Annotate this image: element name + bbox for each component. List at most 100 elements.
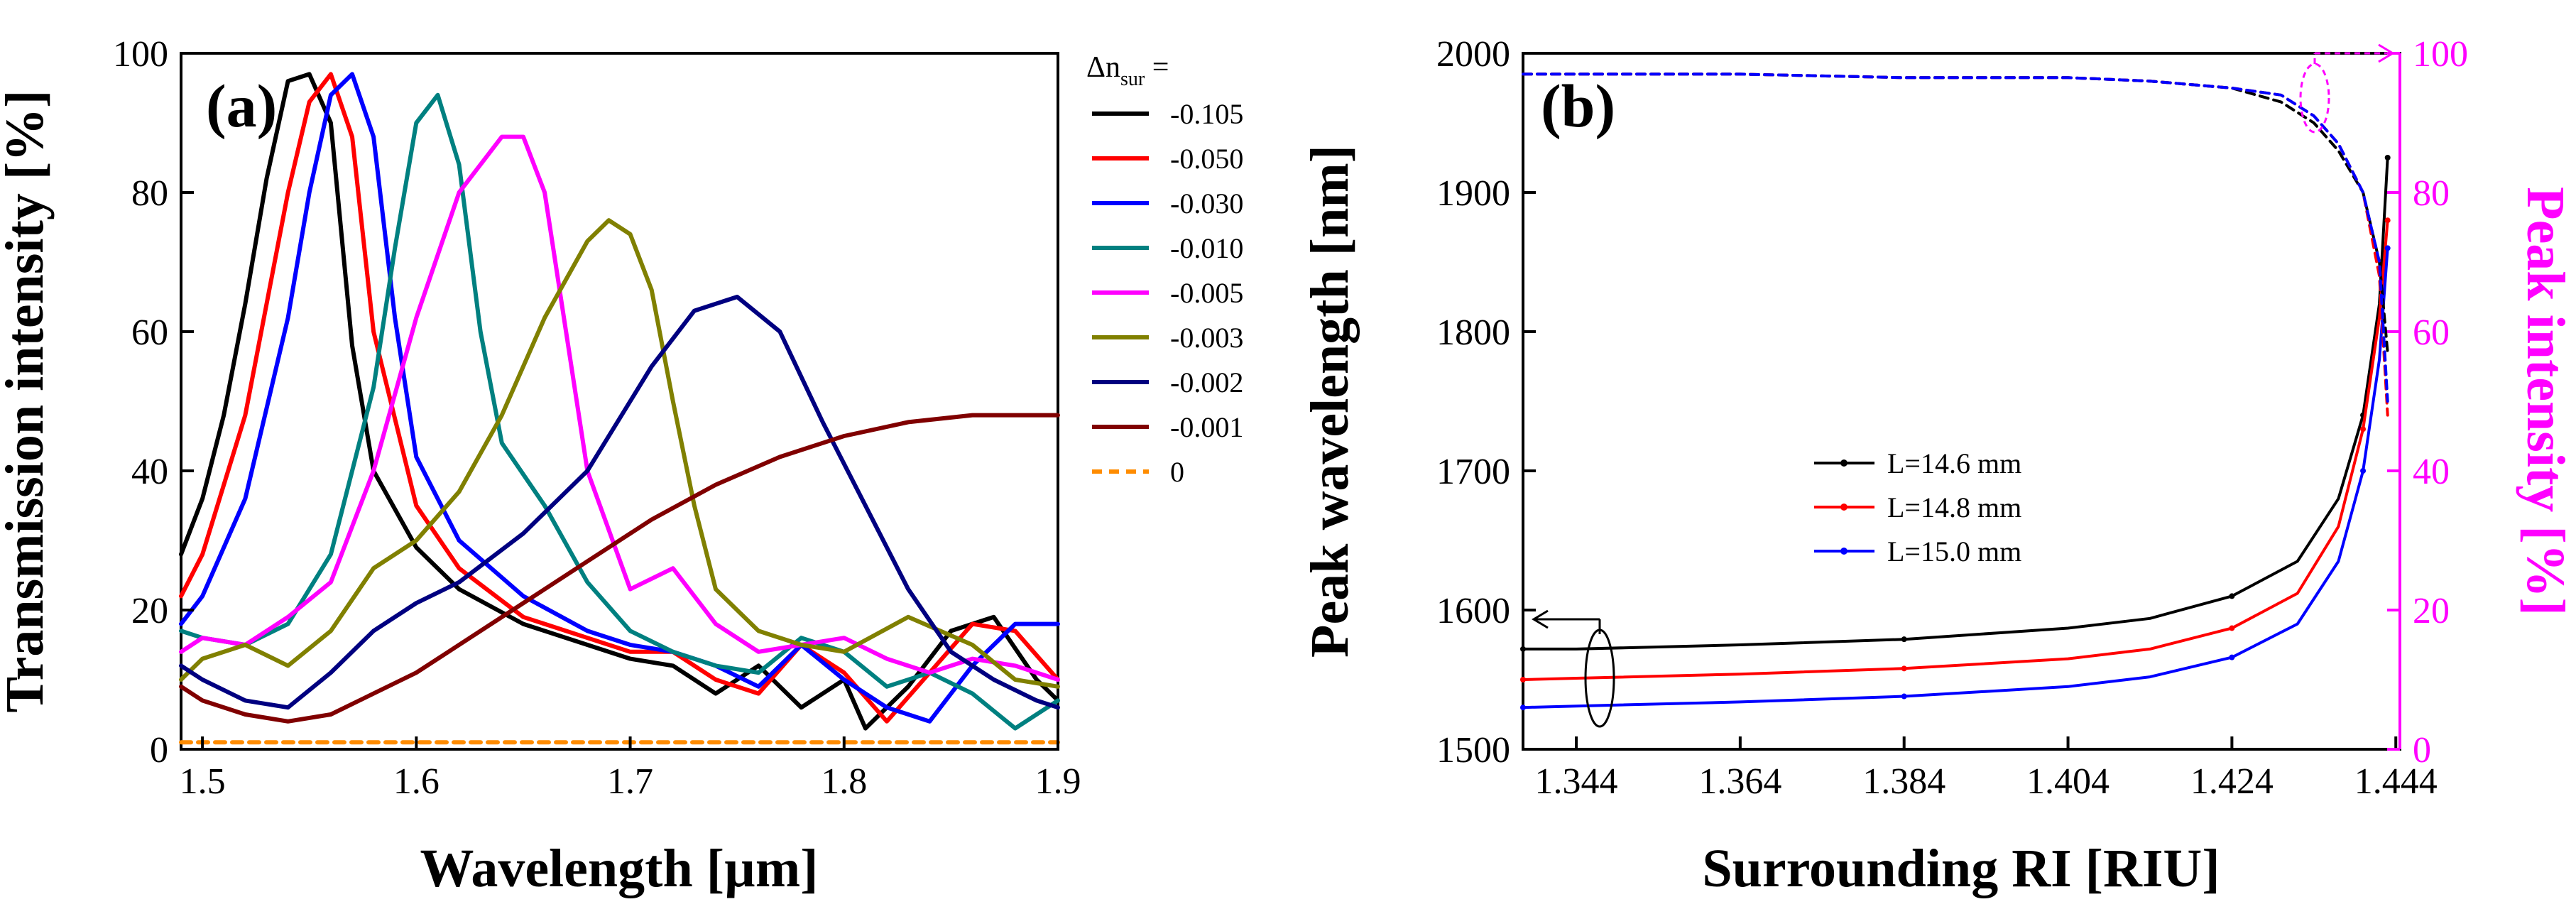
y-tick-label: 1600 [1436, 591, 1510, 631]
y-tick-label: 2000 [1436, 34, 1510, 75]
panel-b-y-ticks: 1500 1600 1700 1800 1900 2000 [1436, 34, 1536, 771]
x-tick-label: 1.8 [821, 761, 867, 802]
legend-label: -0.010 [1170, 232, 1243, 264]
legend-label: -0.050 [1170, 143, 1243, 175]
right-axis-annotation [2299, 43, 2395, 134]
x-tick-label: 1.444 [2354, 761, 2438, 802]
x-tick-label: 1.364 [1698, 761, 1781, 802]
series-marker [2384, 217, 2391, 224]
series-line [179, 72, 1060, 731]
legend-label: L=14.6 mm [1887, 447, 2021, 479]
series-marker [2360, 468, 2367, 474]
panel-b-series-group [1520, 72, 2391, 711]
left-arrow-icon [1532, 609, 1549, 629]
series-line [1522, 246, 2389, 709]
x-tick-label: 1.344 [1535, 761, 1618, 802]
y-tick-label: 1800 [1436, 312, 1510, 353]
series-line [179, 295, 1060, 710]
y-tick-label: 1900 [1436, 173, 1510, 214]
series-marker [1901, 665, 1907, 672]
right-y-tick-label: 80 [2413, 173, 2450, 214]
right-y-tick-label: 20 [2413, 591, 2450, 631]
series-line [179, 134, 1060, 682]
x-tick-label: 1.9 [1035, 761, 1081, 802]
x-tick-label: 1.404 [2026, 761, 2110, 802]
series-line [179, 72, 1060, 724]
legend-title: Δnsur = [1086, 51, 1169, 90]
legend-marker [1840, 459, 1848, 467]
legend-label: L=15.0 mm [1887, 535, 2021, 567]
panel-a-y-ticks: 0 20 40 60 80 100 [113, 34, 194, 771]
right-y-tick-label: 40 [2413, 452, 2450, 492]
panel-a-series-group [179, 72, 1060, 745]
series-marker [2384, 245, 2391, 251]
panel-b-right-y-ticks: 0 20 40 60 80 100 [2387, 34, 2468, 771]
series-marker [1901, 693, 1907, 700]
right-y-tick-label: 0 [2413, 730, 2431, 771]
series-line [1522, 72, 2389, 417]
series-line [1522, 156, 2389, 651]
y-tick-label: 40 [131, 452, 168, 492]
legend-marker [1840, 548, 1848, 555]
y-tick-label: 1700 [1436, 452, 1510, 492]
x-tick-label: 1.424 [2190, 761, 2274, 802]
y-tick-label: 20 [131, 591, 168, 631]
series-line [1522, 72, 2389, 403]
legend-label: -0.105 [1170, 98, 1243, 130]
left-axis-annotation [1532, 609, 1615, 728]
panel-a-x-axis-title: Wavelength [µm] [420, 839, 819, 898]
y-tick-label: 100 [113, 34, 168, 75]
series-line [179, 92, 1060, 731]
right-axis-annotation-ellipse [2299, 62, 2330, 134]
legend-label: 0 [1170, 456, 1184, 488]
legend-label: -0.002 [1170, 366, 1243, 398]
legend-title-suffix: = [1145, 51, 1169, 84]
y-tick-label: 60 [131, 312, 168, 353]
panel-b-legend: L=14.6 mm L=14.8 mm L=15.0 mm [1814, 447, 2021, 567]
panel-b-label: (b) [1541, 72, 1615, 140]
series-line [179, 413, 1060, 724]
legend-title-sub: sur [1120, 68, 1145, 90]
panel-a-legend: Δnsur = -0.105-0.050-0.030-0.010-0.005-0… [1086, 51, 1243, 488]
panel-a-label: (a) [206, 72, 277, 140]
series-line [1522, 219, 2389, 681]
series-marker [2229, 654, 2235, 660]
legend-title-main: Δn [1086, 51, 1120, 84]
legend-label: -0.030 [1170, 187, 1243, 219]
y-tick-label: 0 [150, 730, 168, 771]
panel-b-right-y-axis-title: Peak intensity [%] [2516, 187, 2575, 616]
series-marker [2229, 625, 2235, 631]
legend-label: -0.003 [1170, 322, 1243, 354]
panel-b-x-ticks: 1.344 1.364 1.384 1.404 1.424 1.444 [1535, 736, 2438, 802]
legend-label: -0.001 [1170, 411, 1243, 443]
series-marker [2229, 593, 2235, 599]
y-tick-label: 1500 [1436, 730, 1510, 771]
legend-marker [1840, 504, 1848, 511]
panel-b-y-axis-title: Peak wavelength [nm] [1300, 145, 1360, 658]
series-marker [1520, 677, 1526, 682]
right-arrow-icon [2378, 43, 2395, 63]
panel-b-chart: 1.344 1.364 1.384 1.404 1.424 1.444 150016001… [1300, 34, 2575, 898]
panel-a-legend-items: -0.105 -0.050 -0.030 -0.010 -0.005 -0.003 -0.0… [1092, 98, 1243, 488]
y-tick-label: 80 [131, 173, 168, 214]
panel-a-x-ticks: 1.5 1.6 1.7 1.8 1.9 [180, 736, 1081, 802]
right-y-tick-label: 100 [2413, 34, 2468, 75]
legend-label: L=14.8 mm [1887, 491, 2021, 523]
series-line [1522, 72, 2389, 354]
panel-a-y-axis-title: Transmission intensity [%] [0, 90, 55, 713]
legend-label: -0.005 [1170, 277, 1243, 309]
x-tick-label: 1.5 [180, 761, 226, 802]
series-marker [2360, 426, 2367, 432]
x-tick-label: 1.6 [393, 761, 440, 802]
panel-b-x-axis-title: Surrounding RI [RIU] [1702, 839, 2220, 898]
x-tick-label: 1.384 [1862, 761, 1945, 802]
panel-a-plot-frame [180, 52, 1059, 751]
series-line [179, 72, 1060, 724]
right-y-tick-label: 60 [2413, 312, 2450, 353]
series-marker [1901, 636, 1907, 643]
panel-b-plot-frame [1522, 52, 2401, 751]
panel-a-chart: 1.5 1.6 1.7 1.8 1.9 0 20 40 60 80 100 (a) Wavelen… [0, 34, 1243, 898]
x-tick-label: 1.7 [607, 761, 653, 802]
series-marker [1520, 704, 1526, 711]
